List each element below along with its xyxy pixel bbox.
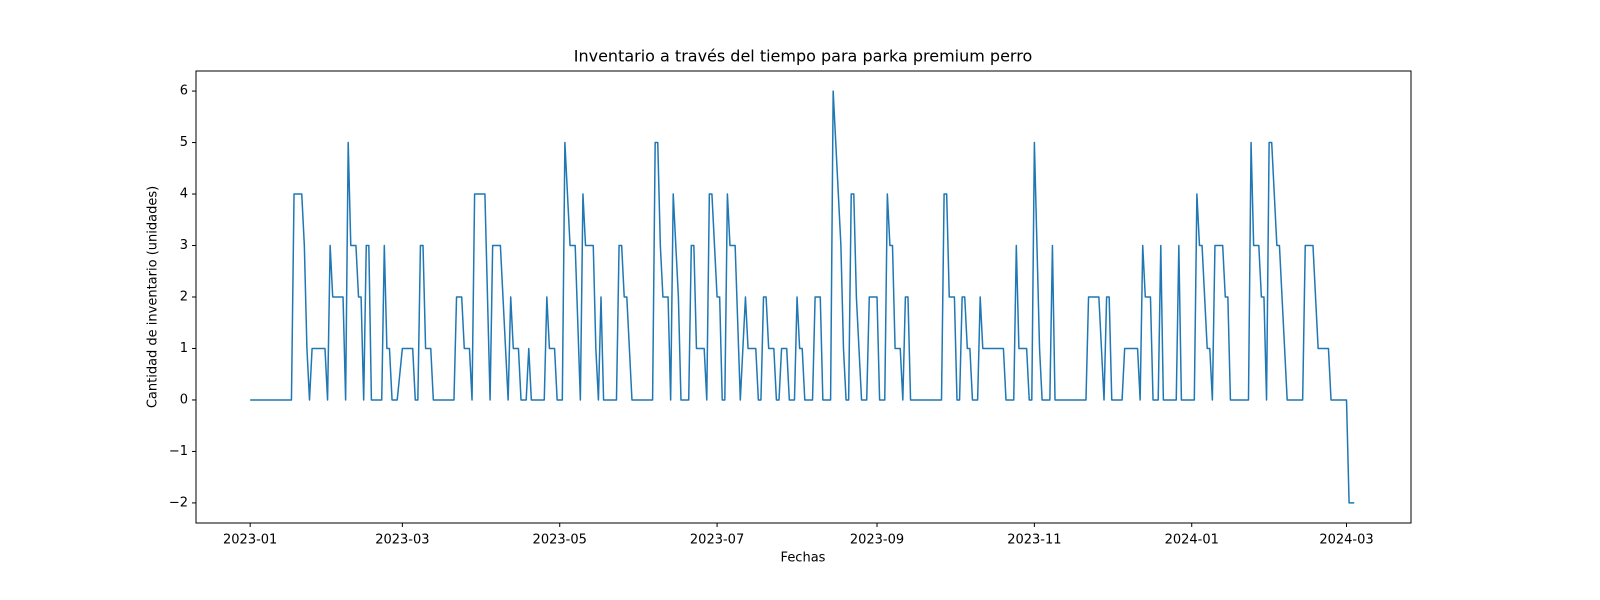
y-tick-label: −2 [169, 495, 188, 510]
x-tick-label: 2023-07 [690, 533, 744, 548]
y-axis-label: Cantidad de inventario (unidades) [146, 186, 161, 408]
y-tick-label: −1 [169, 444, 188, 459]
x-tick-label: 2023-05 [533, 533, 587, 548]
x-tick-label: 2023-09 [850, 533, 904, 548]
y-tick-label: 1 [180, 341, 188, 356]
y-tick-label: 2 [180, 290, 188, 305]
y-tick-label: 6 [180, 84, 188, 99]
x-tick-label: 2024-03 [1319, 533, 1373, 548]
x-tick-label: 2023-01 [223, 533, 277, 548]
data-line [250, 90, 1355, 504]
plot-frame [195, 70, 1412, 524]
x-axis-label: Fechas [781, 551, 826, 566]
x-tick-label: 2024-01 [1165, 533, 1219, 548]
y-tick-label: 5 [180, 135, 188, 150]
chart-title: Inventario a través del tiempo para park… [574, 47, 1033, 66]
y-tick-label: 4 [180, 187, 188, 202]
y-tick-label: 3 [180, 238, 188, 253]
x-tick-label: 2023-03 [375, 533, 429, 548]
x-tick-label: 2023-11 [1007, 533, 1061, 548]
y-tick-label: 0 [180, 392, 188, 407]
